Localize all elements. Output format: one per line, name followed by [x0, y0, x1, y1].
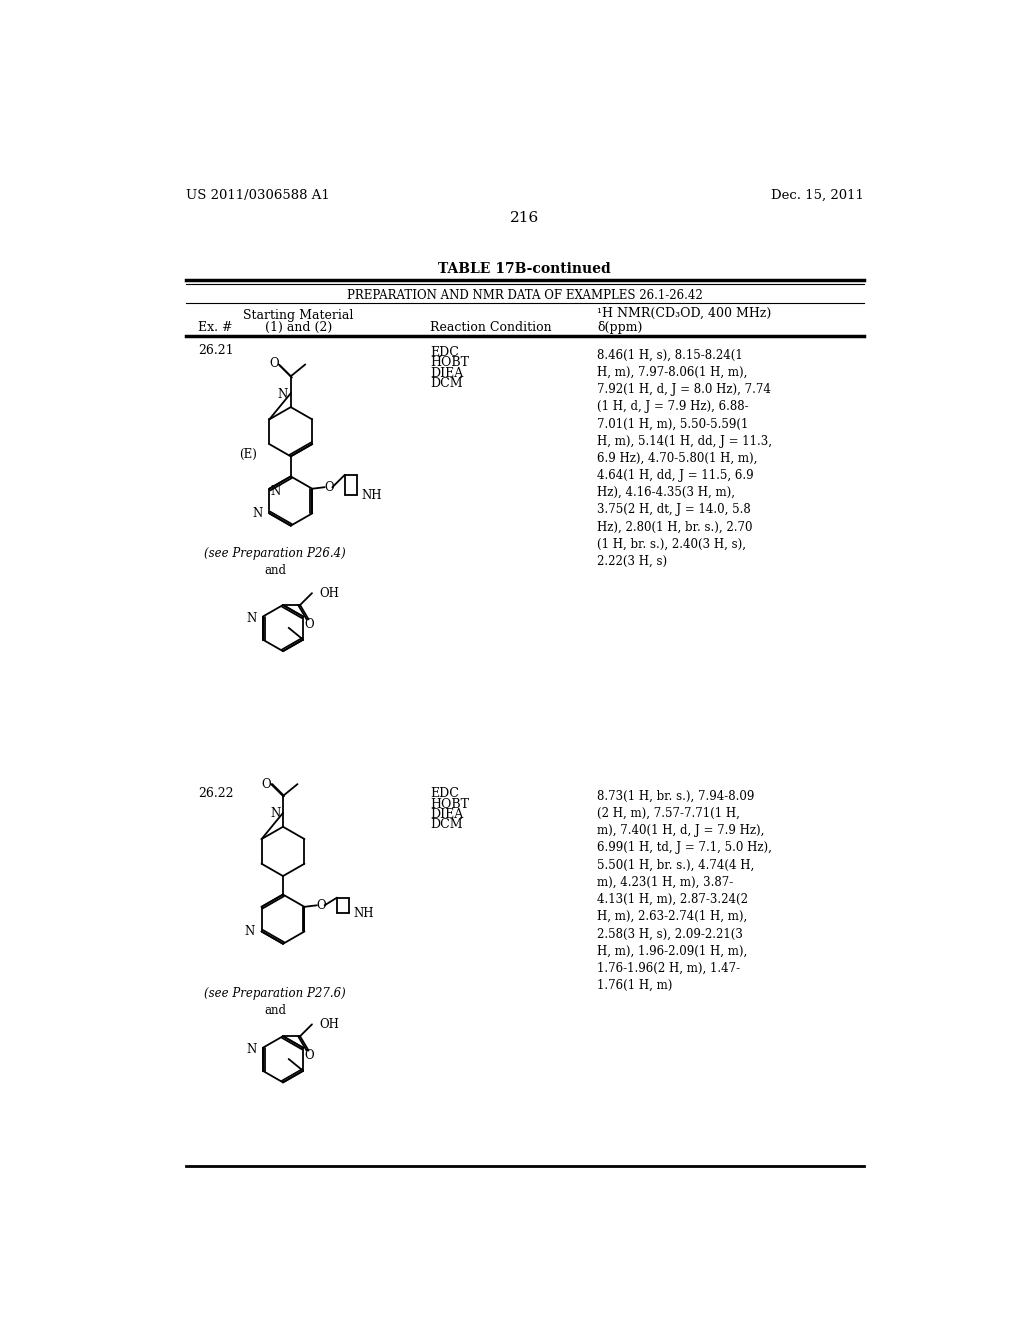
Text: O: O: [304, 618, 314, 631]
Text: O: O: [316, 899, 327, 912]
Text: N: N: [247, 1043, 257, 1056]
Text: 8.46(1 H, s), 8.15-8.24(1
H, m), 7.97-8.06(1 H, m),
7.92(1 H, d, J = 8.0 Hz), 7.: 8.46(1 H, s), 8.15-8.24(1 H, m), 7.97-8.…: [597, 348, 772, 568]
Text: PREPARATION AND NMR DATA OF EXAMPLES 26.1-26.42: PREPARATION AND NMR DATA OF EXAMPLES 26.…: [347, 289, 702, 302]
Text: US 2011/0306588 A1: US 2011/0306588 A1: [186, 189, 330, 202]
Text: Ex. #: Ex. #: [198, 321, 232, 334]
Text: (E): (E): [240, 449, 257, 462]
Text: O: O: [269, 358, 279, 370]
Text: and: and: [264, 564, 287, 577]
Text: (see Preparation P26.4): (see Preparation P26.4): [205, 546, 346, 560]
Text: DCM: DCM: [430, 818, 463, 832]
Text: and: and: [264, 1005, 287, 1018]
Text: N: N: [252, 507, 262, 520]
Text: Reaction Condition: Reaction Condition: [430, 321, 552, 334]
Text: N: N: [270, 807, 281, 820]
Text: Starting Material: Starting Material: [244, 309, 353, 322]
Text: EDC: EDC: [430, 346, 459, 359]
Text: EDC: EDC: [430, 787, 459, 800]
Text: N: N: [247, 611, 257, 624]
Text: NH: NH: [353, 907, 374, 920]
Text: DCM: DCM: [430, 378, 463, 391]
Text: N: N: [278, 388, 288, 400]
Text: O: O: [261, 777, 271, 791]
Text: O: O: [304, 1049, 314, 1063]
Text: ¹H NMR(CD₃OD, 400 MHz): ¹H NMR(CD₃OD, 400 MHz): [597, 306, 771, 319]
Text: 26.22: 26.22: [198, 787, 233, 800]
Text: HOBT: HOBT: [430, 356, 469, 370]
Text: DIEA: DIEA: [430, 808, 464, 821]
Text: 216: 216: [510, 211, 540, 226]
Text: OH: OH: [319, 1018, 340, 1031]
Text: HOBT: HOBT: [430, 797, 469, 810]
Text: 8.73(1 H, br. s.), 7.94-8.09
(2 H, m), 7.57-7.71(1 H,
m), 7.40(1 H, d, J = 7.9 H: 8.73(1 H, br. s.), 7.94-8.09 (2 H, m), 7…: [597, 789, 772, 993]
Text: N: N: [245, 925, 255, 939]
Text: δ(ppm): δ(ppm): [597, 321, 642, 334]
Text: (see Preparation P27.6): (see Preparation P27.6): [205, 987, 346, 1001]
Text: (1) and (2): (1) and (2): [265, 321, 332, 334]
Text: OH: OH: [319, 586, 340, 599]
Text: O: O: [325, 480, 334, 494]
Text: DIEA: DIEA: [430, 367, 464, 380]
Text: TABLE 17B-continued: TABLE 17B-continued: [438, 261, 611, 276]
Text: Dec. 15, 2011: Dec. 15, 2011: [771, 189, 864, 202]
Text: 26.21: 26.21: [198, 345, 233, 358]
Text: NH: NH: [361, 488, 382, 502]
Text: N: N: [270, 486, 281, 499]
